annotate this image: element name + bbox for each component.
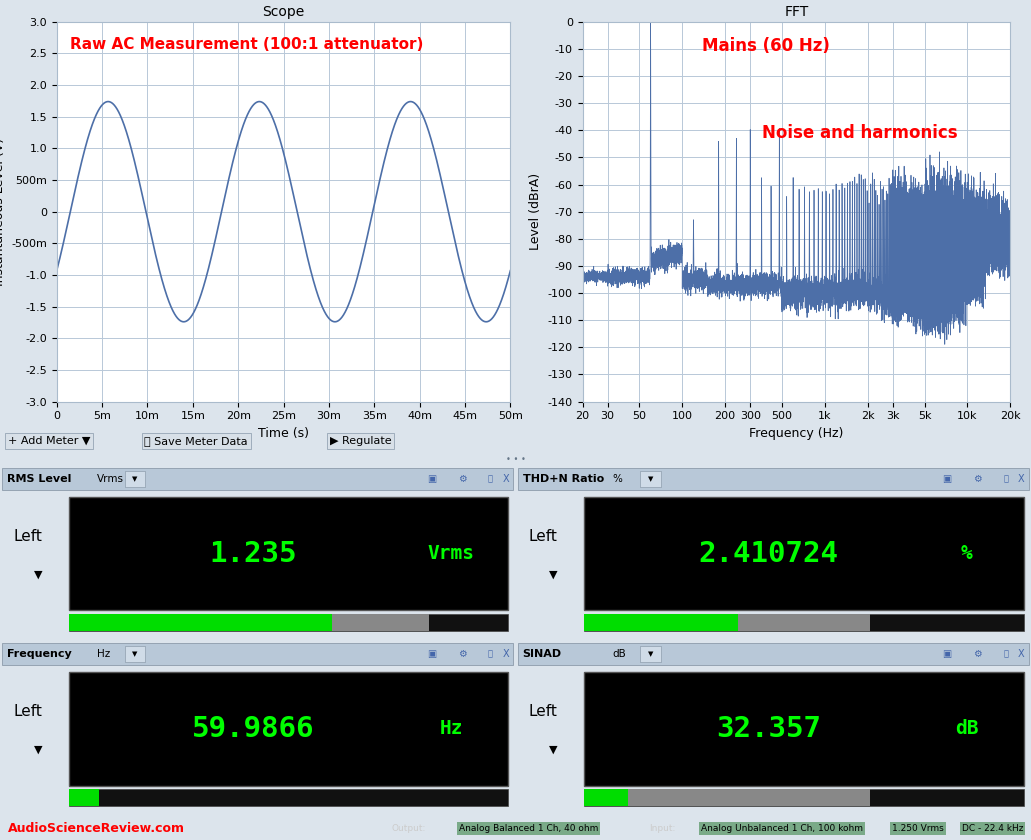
Text: dB: dB	[955, 719, 978, 738]
Bar	[584, 789, 1024, 806]
Text: Analog Unbalanced 1 Ch, 100 kohm: Analog Unbalanced 1 Ch, 100 kohm	[701, 824, 863, 832]
Text: Frequency: Frequency	[7, 649, 72, 659]
Text: SINAD: SINAD	[523, 649, 562, 659]
Bar	[738, 614, 870, 631]
Text: Output:: Output:	[392, 824, 426, 832]
Text: 32.357: 32.357	[717, 715, 822, 743]
Text: ▼: ▼	[132, 651, 138, 657]
Bar	[518, 468, 1029, 491]
Bar	[518, 643, 1029, 665]
Text: RMS Level: RMS Level	[7, 474, 71, 484]
Text: Input:: Input:	[650, 824, 676, 832]
Text: 1.235: 1.235	[209, 540, 297, 568]
Bar	[68, 789, 508, 806]
Text: ▶ Regulate: ▶ Regulate	[330, 436, 392, 446]
Bar	[68, 497, 508, 611]
Bar	[584, 497, 1024, 611]
Text: THD+N Ratio: THD+N Ratio	[523, 474, 604, 484]
Bar	[584, 614, 1024, 631]
Bar	[125, 471, 145, 486]
Text: DC - 22.4 kHz: DC - 22.4 kHz	[962, 824, 1024, 832]
Text: ▣: ▣	[427, 649, 436, 659]
Text: Left: Left	[13, 529, 42, 544]
Bar	[68, 672, 508, 785]
Text: 2.410724: 2.410724	[699, 540, 839, 568]
Text: %: %	[612, 474, 622, 484]
Bar	[584, 789, 628, 806]
Text: X: X	[502, 474, 509, 484]
Bar	[2, 643, 513, 665]
Text: 1.250 Vrms: 1.250 Vrms	[892, 824, 943, 832]
Text: ▼: ▼	[647, 476, 654, 482]
Text: Left: Left	[529, 529, 558, 544]
Text: Hz: Hz	[439, 719, 463, 738]
Bar	[68, 614, 508, 631]
Title: Scope: Scope	[263, 5, 304, 19]
Text: ▣: ▣	[942, 474, 952, 484]
Text: • • •: • • •	[505, 455, 526, 465]
Bar	[584, 672, 1024, 785]
Text: Vrms: Vrms	[97, 474, 124, 484]
Text: Vrms: Vrms	[428, 544, 474, 564]
Y-axis label: Level (dBrA): Level (dBrA)	[529, 173, 542, 250]
X-axis label: Time (s): Time (s)	[258, 427, 309, 440]
Text: ⧉: ⧉	[1003, 649, 1008, 659]
Text: ⚙: ⚙	[458, 474, 467, 484]
Bar	[125, 647, 145, 662]
Text: ⧉: ⧉	[488, 475, 493, 484]
Text: dB: dB	[612, 649, 626, 659]
Bar	[640, 471, 661, 486]
Text: ▼: ▼	[647, 651, 654, 657]
Bar	[332, 614, 429, 631]
Text: ▼: ▼	[34, 744, 42, 754]
Text: ⧉: ⧉	[488, 649, 493, 659]
Text: 🖫 Save Meter Data: 🖫 Save Meter Data	[144, 436, 248, 446]
X-axis label: Frequency (Hz): Frequency (Hz)	[750, 427, 843, 440]
Title: FFT: FFT	[785, 5, 808, 19]
Text: ⚙: ⚙	[973, 649, 983, 659]
Text: Left: Left	[529, 705, 558, 719]
Y-axis label: Instantaneous Level (V): Instantaneous Level (V)	[0, 138, 5, 286]
Text: X: X	[502, 649, 509, 659]
Text: + Add Meter ▼: + Add Meter ▼	[8, 436, 91, 446]
Text: Raw AC Measurement (100:1 attenuator): Raw AC Measurement (100:1 attenuator)	[70, 37, 424, 52]
Text: ▣: ▣	[427, 474, 436, 484]
Text: Noise and harmonics: Noise and harmonics	[762, 124, 958, 142]
Text: ⧉: ⧉	[1003, 475, 1008, 484]
Bar	[640, 647, 661, 662]
Bar	[2, 468, 513, 491]
Bar	[68, 614, 332, 631]
Text: ▼: ▼	[550, 570, 558, 579]
Text: Left: Left	[13, 705, 42, 719]
Text: Mains (60 Hz): Mains (60 Hz)	[702, 37, 830, 55]
Text: ⚙: ⚙	[973, 474, 983, 484]
Bar	[68, 789, 99, 806]
Text: AudioScienceReview.com: AudioScienceReview.com	[8, 822, 186, 835]
Bar	[584, 614, 738, 631]
Text: 59.9866: 59.9866	[192, 715, 314, 743]
Bar	[628, 789, 870, 806]
Text: ▼: ▼	[34, 570, 42, 579]
Text: Analog Balanced 1 Ch, 40 ohm: Analog Balanced 1 Ch, 40 ohm	[459, 824, 598, 832]
Text: X: X	[1018, 474, 1025, 484]
Text: X: X	[1018, 649, 1025, 659]
Text: %: %	[961, 544, 972, 564]
Text: ▣: ▣	[942, 649, 952, 659]
Text: ⚙: ⚙	[458, 649, 467, 659]
Text: ▼: ▼	[550, 744, 558, 754]
Text: ▼: ▼	[132, 476, 138, 482]
Text: Hz: Hz	[97, 649, 110, 659]
